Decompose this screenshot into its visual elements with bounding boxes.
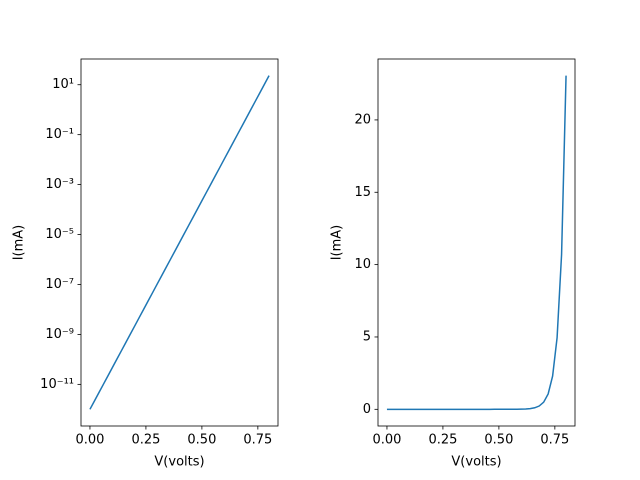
y-tick-label: 10⁻¹¹: [40, 377, 74, 392]
y-tick-label: 15: [354, 185, 371, 200]
y-tick-label: 10¹: [52, 77, 74, 92]
x-axis-label: V(volts): [154, 455, 204, 470]
data-line: [386, 75, 567, 411]
y-tick-label: 20: [354, 112, 371, 127]
x-tick-label: 0.25: [131, 433, 160, 448]
x-tick-label: 0.75: [243, 433, 272, 448]
y-tick-label: 5: [363, 329, 371, 344]
x-tick-label: 0.50: [187, 433, 216, 448]
x-tick-label: 0.50: [484, 433, 513, 448]
y-tick-label: 10⁻⁵: [45, 227, 74, 242]
y-tick-label: 10⁻³: [45, 177, 74, 192]
axes-frame: [80, 58, 279, 427]
y-tick-label: 0: [363, 402, 371, 417]
axes: 0 5 10 15 20 0.00 0.25 0.50 0.75 V(volts) I(mA): [330, 58, 576, 470]
y-tick-label: 10: [354, 257, 371, 272]
y-tick-label: 10⁻⁹: [45, 327, 74, 342]
y-axis-label: I(mA): [330, 225, 345, 261]
x-tick-label: 0.00: [372, 433, 401, 448]
x-tick-label: 0.75: [540, 433, 569, 448]
x-tick-label: 0.25: [428, 433, 457, 448]
data-line: [89, 75, 270, 410]
x-tick-label: 0.00: [75, 433, 104, 448]
x-axis-label: V(volts): [451, 455, 501, 470]
y-tick-label: 10⁻¹: [45, 127, 74, 142]
axes: 10⁻¹¹ 10⁻⁹ 10⁻⁷ 10⁻⁵ 10⁻³ 10⁻¹ 10¹ 0.00 0.25 0.50…: [12, 58, 279, 470]
y-tick-label: 10⁻⁷: [45, 277, 74, 292]
y-axis-label: I(mA): [12, 225, 27, 261]
axes-frame: [377, 58, 576, 427]
